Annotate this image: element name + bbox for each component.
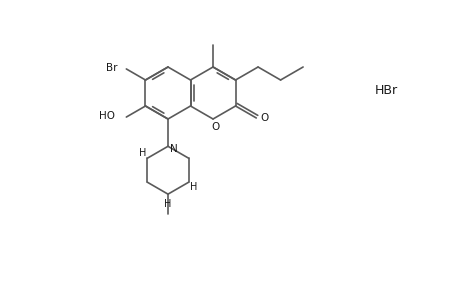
Text: O: O: [210, 122, 218, 132]
Text: H: H: [190, 182, 197, 192]
Text: Br: Br: [106, 63, 117, 73]
Text: H: H: [164, 199, 171, 209]
Text: H: H: [138, 148, 146, 158]
Text: HBr: HBr: [374, 83, 397, 97]
Text: O: O: [260, 113, 268, 123]
Text: HO: HO: [99, 111, 115, 121]
Text: N: N: [170, 144, 178, 154]
